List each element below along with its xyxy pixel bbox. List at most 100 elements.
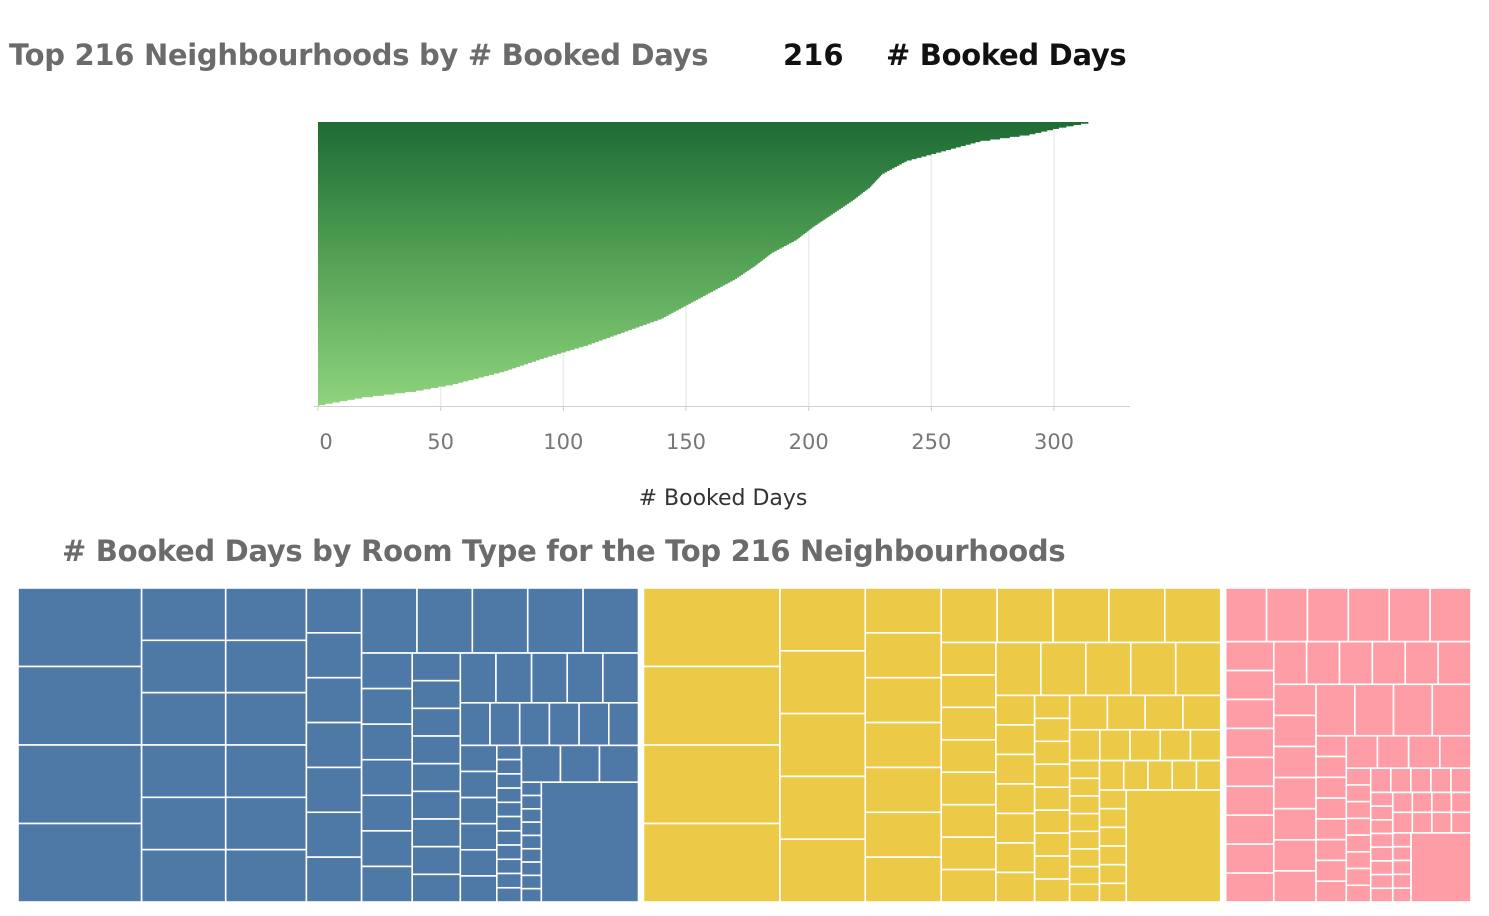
treemap-cell[interactable] xyxy=(1033,694,1071,720)
treemap-cell[interactable] xyxy=(459,796,498,825)
bar[interactable] xyxy=(318,300,694,303)
bar[interactable] xyxy=(318,398,355,400)
bar[interactable] xyxy=(318,266,753,269)
treemap-cell[interactable] xyxy=(995,694,1036,726)
parameter-value[interactable]: 216 xyxy=(783,38,844,72)
treemap-cell[interactable] xyxy=(1068,728,1101,762)
bar[interactable] xyxy=(318,282,728,285)
treemap-cell[interactable] xyxy=(360,830,414,868)
bar[interactable] xyxy=(318,200,851,203)
bar[interactable] xyxy=(318,156,922,158)
bar[interactable] xyxy=(318,337,607,340)
treemap-cell[interactable] xyxy=(1099,728,1131,762)
treemap-cell[interactable] xyxy=(1388,587,1431,643)
bar[interactable] xyxy=(318,169,890,172)
treemap-cell[interactable] xyxy=(305,676,363,724)
bar[interactable] xyxy=(318,257,765,260)
treemap-cell[interactable] xyxy=(1108,587,1166,644)
treemap-cell[interactable] xyxy=(496,801,523,818)
treemap-cell[interactable] xyxy=(1272,839,1317,872)
treemap-cell[interactable] xyxy=(305,856,363,903)
treemap-cell[interactable] xyxy=(1410,832,1472,903)
treemap-cell[interactable] xyxy=(520,781,543,797)
bar[interactable] xyxy=(318,365,521,367)
treemap-cell[interactable] xyxy=(496,830,523,846)
treemap-cell[interactable] xyxy=(598,744,640,784)
bar[interactable] xyxy=(318,340,599,342)
bar[interactable] xyxy=(318,152,937,154)
treemap-cell[interactable] xyxy=(1369,791,1394,807)
bar[interactable] xyxy=(318,281,731,283)
treemap-cell[interactable] xyxy=(995,871,1036,903)
treemap-cell[interactable] xyxy=(360,794,414,832)
treemap-cell[interactable] xyxy=(459,652,497,704)
treemap-cell[interactable] xyxy=(1033,855,1071,880)
treemap-cell[interactable] xyxy=(520,794,543,810)
bar[interactable] xyxy=(318,193,862,195)
bar[interactable] xyxy=(318,311,674,314)
treemap-cell[interactable] xyxy=(520,847,543,863)
treemap-cell[interactable] xyxy=(607,702,640,747)
bar[interactable] xyxy=(318,319,658,321)
bar[interactable] xyxy=(318,171,885,174)
bar[interactable] xyxy=(318,327,636,329)
bar[interactable] xyxy=(318,204,845,207)
treemap-cell[interactable] xyxy=(1345,867,1372,887)
bar[interactable] xyxy=(318,175,880,178)
bar[interactable] xyxy=(318,306,684,308)
treemap-cell[interactable] xyxy=(1338,640,1374,686)
treemap-cell[interactable] xyxy=(520,834,543,850)
treemap-cell[interactable] xyxy=(1315,755,1348,779)
bar[interactable] xyxy=(318,388,424,391)
bar[interactable] xyxy=(318,252,772,254)
bar[interactable] xyxy=(318,214,832,216)
treemap-cell[interactable] xyxy=(940,706,997,741)
treemap-cell[interactable] xyxy=(1315,859,1348,883)
treemap-cell[interactable] xyxy=(17,744,143,825)
treemap-cell[interactable] xyxy=(1272,683,1317,717)
treemap-cell[interactable] xyxy=(360,687,414,725)
treemap-cell[interactable] xyxy=(1431,791,1453,814)
treemap-cell[interactable] xyxy=(1345,884,1372,903)
treemap-cell[interactable] xyxy=(1068,795,1101,815)
treemap-cell[interactable] xyxy=(1272,640,1308,686)
treemap-cell[interactable] xyxy=(411,762,462,793)
treemap-cell[interactable] xyxy=(459,702,491,747)
treemap-cell[interactable] xyxy=(1450,767,1472,794)
treemap-cell[interactable] xyxy=(1347,587,1391,643)
treemap-cell[interactable] xyxy=(17,587,143,668)
bar[interactable] xyxy=(318,133,1030,136)
treemap-cell[interactable] xyxy=(530,652,569,704)
treemap-cell[interactable] xyxy=(995,842,1036,874)
bar[interactable] xyxy=(318,264,757,266)
treemap-cell[interactable] xyxy=(1272,807,1317,841)
treemap-cell[interactable] xyxy=(1345,734,1379,770)
treemap-cell[interactable] xyxy=(526,587,584,654)
treemap-cell[interactable] xyxy=(779,838,867,903)
bar[interactable] xyxy=(318,129,1048,132)
treemap-cell[interactable] xyxy=(140,848,227,903)
bar[interactable] xyxy=(318,178,878,181)
bar[interactable] xyxy=(318,231,807,233)
treemap-cell[interactable] xyxy=(566,652,604,704)
treemap-cell[interactable] xyxy=(1411,811,1433,834)
treemap-cell[interactable] xyxy=(17,822,143,903)
treemap-cell[interactable] xyxy=(360,587,418,654)
treemap-cell[interactable] xyxy=(940,868,997,903)
treemap-cell[interactable] xyxy=(1392,683,1434,737)
bar[interactable] xyxy=(318,286,721,289)
treemap-cell[interactable] xyxy=(1391,832,1412,848)
bar[interactable] xyxy=(318,341,596,344)
bar[interactable] xyxy=(318,174,882,177)
bar[interactable] xyxy=(318,202,849,204)
treemap-cell[interactable] xyxy=(1174,641,1222,697)
bar[interactable] xyxy=(318,132,1036,135)
treemap-cell[interactable] xyxy=(411,818,462,848)
treemap-cell[interactable] xyxy=(1098,826,1128,847)
treemap-cell[interactable] xyxy=(1315,818,1348,841)
treemap-cell[interactable] xyxy=(1033,786,1071,811)
treemap-cell[interactable] xyxy=(1437,640,1472,686)
bar[interactable] xyxy=(318,273,743,275)
treemap-cell[interactable] xyxy=(305,766,363,814)
bar[interactable] xyxy=(318,283,726,286)
